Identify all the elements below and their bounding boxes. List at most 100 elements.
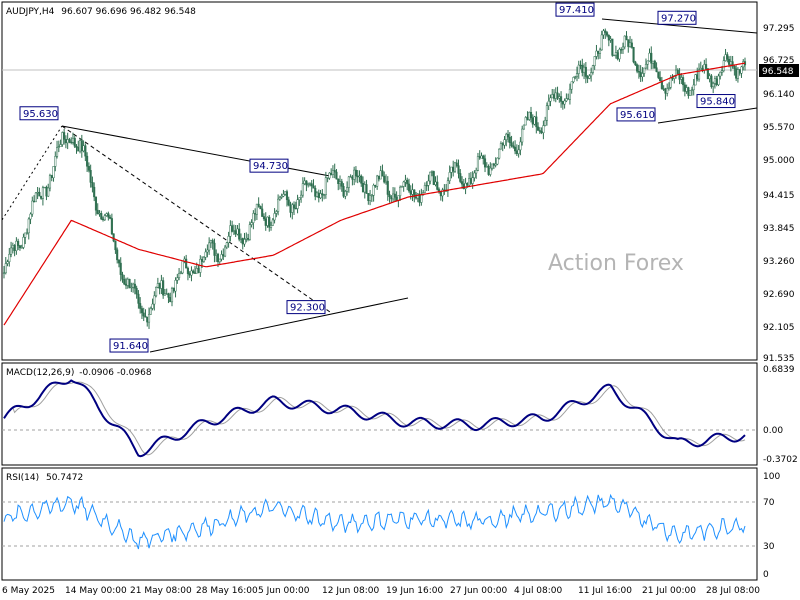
candle-body	[595, 50, 598, 57]
candle-body	[441, 189, 444, 197]
candle-body	[110, 218, 113, 234]
watermark-text: Action Forex	[548, 251, 684, 276]
candle-body	[277, 198, 280, 212]
candle-body	[411, 189, 414, 195]
candle-body	[86, 155, 89, 167]
annotation-box	[19, 106, 59, 121]
price-tick: 96.140	[763, 90, 795, 100]
candle-body	[510, 142, 513, 147]
candle-body	[149, 308, 152, 315]
candle-body	[363, 184, 366, 193]
candle-body	[61, 132, 64, 145]
candle-body	[565, 98, 568, 102]
candle-body	[229, 225, 232, 237]
candle-body	[602, 30, 605, 36]
candle-body	[307, 183, 310, 186]
candle-body	[383, 175, 386, 183]
candle-body	[713, 78, 716, 84]
candle-body	[636, 64, 639, 72]
x-tick: 27 Jun 00:00	[450, 586, 507, 596]
last-price-tag: 96.548	[759, 64, 799, 77]
candle-body	[591, 65, 594, 73]
candle-body	[323, 194, 326, 196]
candle-body	[429, 171, 432, 182]
candle-body	[499, 143, 502, 150]
candle-body	[126, 278, 129, 286]
candle-body	[544, 119, 547, 126]
candle-body	[560, 96, 563, 102]
candle-body	[310, 183, 313, 187]
candle-body	[68, 139, 71, 143]
candle-body	[342, 186, 345, 197]
candle-body	[146, 317, 149, 323]
candle-body	[169, 297, 172, 303]
rsi-tick: 70	[763, 498, 775, 508]
candle-body	[692, 84, 695, 91]
price-annotation: 95.840	[696, 94, 736, 109]
candle-body	[56, 147, 59, 157]
candle-body	[181, 261, 184, 274]
candle-body	[227, 236, 230, 244]
candle-body	[188, 273, 191, 276]
candle-body	[377, 175, 380, 180]
candle-body	[225, 242, 228, 248]
candle-body	[369, 195, 372, 201]
candle-body	[151, 303, 154, 309]
symbol-title: AUDJPY,H4 96.607 96.696 96.482 96.548	[6, 7, 196, 17]
candle-body	[116, 249, 119, 261]
candle-body	[289, 204, 292, 213]
candle-body	[423, 185, 426, 193]
price-annotations: 95.630 94.730 92.300 91.640 97.410 97.270 95.6…	[19, 2, 736, 353]
candle-body	[388, 194, 391, 198]
x-tick: 5 Jun 00:00	[258, 586, 310, 596]
candle-body	[655, 67, 658, 73]
candle-body	[349, 176, 352, 178]
candle-body	[241, 238, 244, 245]
price-tick: 94.415	[763, 191, 795, 201]
candle-body	[384, 180, 388, 183]
candle-body	[538, 130, 541, 132]
symbol-title-text: AUDJPY,H4	[6, 7, 55, 17]
candle-body	[195, 268, 198, 274]
candle-body	[611, 38, 614, 56]
rsi-line	[3, 493, 746, 550]
price-annotation: 92.300	[286, 300, 326, 315]
candle-body	[376, 175, 379, 187]
candle-body	[641, 73, 644, 78]
candle-body	[469, 178, 472, 184]
candle-body	[501, 143, 504, 146]
candle-body	[694, 74, 697, 86]
candle-body	[531, 117, 534, 125]
candle-body	[487, 166, 490, 175]
candle-body	[294, 207, 297, 210]
candle-body	[567, 98, 570, 100]
candle-body	[185, 258, 188, 269]
last-price-text: 96.548	[762, 67, 794, 77]
candle-body	[623, 35, 626, 48]
x-axis: 6 May 2025 14 May 00:00 21 May 08:00 28 …	[2, 586, 760, 596]
candle-body	[216, 253, 220, 263]
candle-body	[133, 283, 136, 289]
macd-tick: 0.00	[763, 426, 783, 436]
candle-body	[685, 87, 688, 92]
candle-body	[701, 67, 704, 71]
candle-body	[413, 189, 416, 198]
candle-body	[528, 112, 531, 120]
candle-body	[517, 149, 520, 154]
candle-body	[455, 162, 458, 166]
candle-body	[522, 124, 525, 130]
candle-body	[468, 178, 471, 186]
rsi-value: 50.7472	[46, 473, 83, 483]
candle-body	[178, 273, 181, 278]
candle-body	[280, 195, 283, 198]
price-annotation: 91.640	[109, 338, 149, 353]
candle-body	[729, 61, 732, 65]
candle-body	[261, 208, 264, 217]
candle-body	[174, 280, 177, 292]
candle-body	[10, 247, 13, 255]
candle-body	[697, 69, 701, 80]
candle-body	[123, 279, 126, 285]
candle-body	[89, 170, 92, 183]
candle-body	[282, 193, 285, 197]
candle-body	[434, 181, 437, 185]
